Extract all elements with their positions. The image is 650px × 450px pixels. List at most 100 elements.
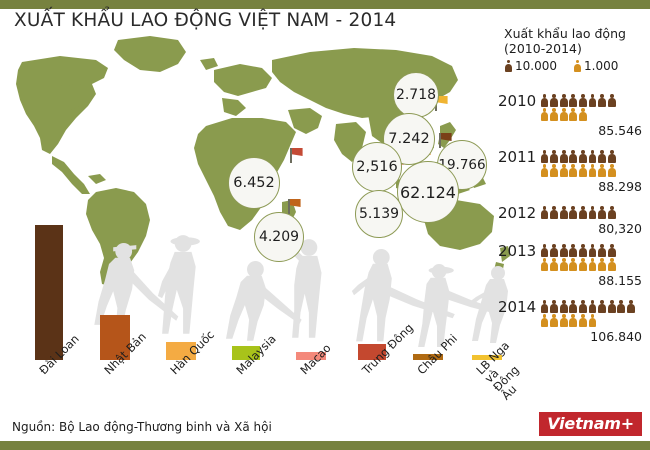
person-icon <box>559 258 568 271</box>
bar-5 <box>358 344 386 360</box>
person-icon-row-dark <box>540 300 636 313</box>
map-bubble-value: 19.766 <box>438 157 486 173</box>
person-icon <box>607 300 616 313</box>
person-icon <box>588 258 597 271</box>
vietnam-plus-logo: Vietnam+ <box>539 412 642 436</box>
map-bubble-5: 5.139 <box>355 190 403 238</box>
person-icon <box>540 150 549 163</box>
person-icon <box>550 258 559 271</box>
year-label: 2010 <box>498 92 537 110</box>
map-bubble-value: 62.124 <box>400 182 456 202</box>
legend-entry-label: 10.000 <box>515 59 557 73</box>
bar-4 <box>296 352 326 360</box>
worker-silhouette <box>468 266 508 343</box>
map-bubble-0: 2.718 <box>393 72 439 118</box>
person-icon <box>540 164 549 177</box>
person-icon <box>559 150 568 163</box>
page-title: XUẤT KHẨU LAO ĐỘNG VIỆT NAM - 2014 <box>14 10 397 31</box>
worker-silhouette <box>94 243 179 332</box>
year-total: 106.840 <box>590 329 642 344</box>
person-icon <box>569 150 578 163</box>
legend-panel: Xuất khẩu lao động (2010-2014) 10.000 1.0… <box>498 26 650 386</box>
person-icon <box>540 108 549 121</box>
source-note: Nguồn: Bộ Lao động-Thương binh và Xã hội <box>12 420 272 434</box>
person-icon <box>607 164 616 177</box>
panel-title: Xuất khẩu lao động (2010-2014) <box>504 26 650 56</box>
legend-key: 10.000 1.000 <box>504 59 650 73</box>
logo-text: Vietnam <box>547 414 621 433</box>
person-icon <box>559 206 568 219</box>
person-icon-row-light <box>540 164 617 177</box>
map-bubble-value: 2,516 <box>356 159 398 175</box>
person-icon <box>598 94 607 107</box>
map-bubble-value: 2.718 <box>395 87 437 103</box>
person-icon <box>598 164 607 177</box>
person-icon <box>626 300 635 313</box>
person-icon-dark <box>504 59 513 73</box>
person-icon-row-dark <box>540 94 617 107</box>
person-icon <box>607 258 616 271</box>
person-icon <box>569 314 578 327</box>
person-icon <box>540 244 549 257</box>
map-bubble-4: 62.124 <box>397 161 459 223</box>
person-icon <box>588 150 597 163</box>
bar-2 <box>166 342 196 360</box>
person-icon <box>550 150 559 163</box>
person-icon <box>559 314 568 327</box>
person-icon <box>588 206 597 219</box>
year-label: 2014 <box>498 298 537 316</box>
person-icon <box>607 150 616 163</box>
bar-3 <box>232 346 260 360</box>
person-icon <box>607 94 616 107</box>
bar-6 <box>413 354 443 360</box>
person-icon <box>578 206 587 219</box>
person-icon <box>569 94 578 107</box>
person-icon <box>598 300 607 313</box>
person-icon <box>540 206 549 219</box>
person-icon <box>588 94 597 107</box>
person-icon <box>540 300 549 313</box>
person-icon <box>607 206 616 219</box>
map-bubble-7: 4.209 <box>254 212 304 262</box>
bar-chart <box>0 200 520 360</box>
person-icon <box>550 244 559 257</box>
person-icon-row-dark <box>540 244 617 257</box>
top-accent-bar <box>0 0 650 9</box>
person-icon <box>559 244 568 257</box>
person-icon <box>578 300 587 313</box>
flag-pole-icon <box>439 133 441 148</box>
person-icon <box>588 164 597 177</box>
person-icon <box>607 244 616 257</box>
person-icon <box>588 314 597 327</box>
person-icon <box>598 258 607 271</box>
person-icon-row-dark <box>540 206 617 219</box>
person-icon <box>578 150 587 163</box>
map-bubble-value: 5.139 <box>358 206 400 222</box>
person-icon <box>578 164 587 177</box>
legend-entry: 10.000 <box>504 59 557 73</box>
person-icon <box>569 244 578 257</box>
person-icon <box>578 108 587 121</box>
worker-silhouettes <box>0 215 520 360</box>
person-icon <box>569 300 578 313</box>
person-icon <box>540 314 549 327</box>
year-total: 88.298 <box>598 179 642 194</box>
bar-1 <box>100 315 130 360</box>
person-icon-row-dark <box>540 150 617 163</box>
map-bubble-value: 6.452 <box>233 175 275 191</box>
person-icon-row-light <box>540 314 598 327</box>
person-icon <box>550 94 559 107</box>
person-icon <box>578 258 587 271</box>
map-bubble-value: 4.209 <box>258 229 300 245</box>
bar-0 <box>35 225 63 360</box>
flag-pole-icon <box>290 148 292 163</box>
year-label: 2011 <box>498 148 537 166</box>
map-bubble-2: 2,516 <box>352 142 402 192</box>
person-icon <box>559 94 568 107</box>
flag-cloth-icon <box>289 199 301 207</box>
person-icon <box>550 314 559 327</box>
flag-cloth-icon <box>440 133 452 141</box>
person-icon <box>569 108 578 121</box>
year-total: 80,320 <box>598 221 642 236</box>
